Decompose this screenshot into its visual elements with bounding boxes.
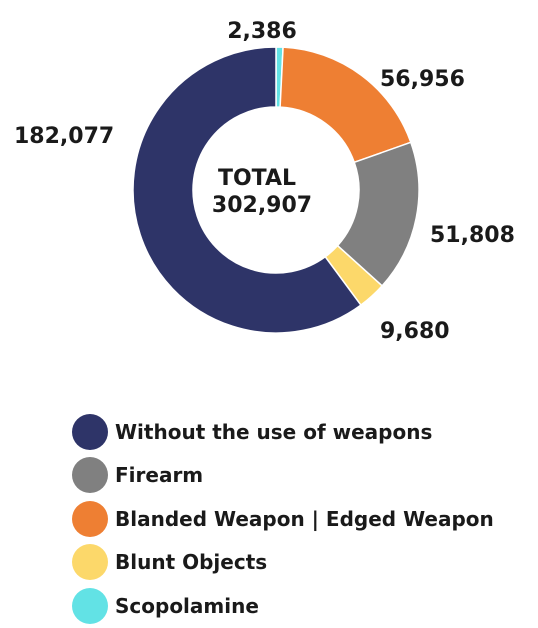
value-labels: 2,386 56,956 51,808 9,680 182,077 — [14, 19, 515, 344]
legend-label: Blunt Objects — [115, 550, 268, 575]
center-total-value: 302,907 — [212, 193, 312, 218]
value-label: 182,077 — [14, 124, 114, 149]
value-label: 51,808 — [430, 223, 515, 248]
donut-slice-without-the-use-of-weapons — [132, 46, 362, 334]
legend-swatch — [72, 587, 108, 624]
donut-slice-blanded-weapon-edged-weapon — [279, 46, 412, 164]
legend-label: Firearm — [115, 463, 204, 488]
value-label: 56,956 — [380, 67, 465, 92]
legend-item-without-weapons: Without the use of weapons — [72, 410, 494, 454]
legend-swatch — [72, 413, 108, 450]
legend-swatch — [72, 544, 108, 581]
legend: Without the use of weapons Firearm Bland… — [72, 410, 494, 628]
value-label: 2,386 — [227, 19, 297, 44]
donut-slices — [132, 46, 420, 334]
legend-label: Blanded Weapon | Edged Weapon — [115, 506, 494, 531]
legend-item-blunt-objects: Blunt Objects — [72, 541, 494, 585]
legend-swatch — [72, 500, 108, 537]
legend-item-edged-weapon: Blanded Weapon | Edged Weapon — [72, 497, 494, 541]
value-label: 9,680 — [380, 319, 450, 344]
legend-item-firearm: Firearm — [72, 454, 494, 498]
legend-item-scopolamine: Scopolamine — [72, 584, 494, 628]
legend-label: Scopolamine — [115, 593, 259, 618]
center-total-title: TOTAL — [218, 166, 296, 191]
donut-chart: 2,386 56,956 51,808 9,680 182,077 TOTAL 302,… — [14, 19, 515, 344]
legend-label: Without the use of weapons — [115, 419, 433, 444]
legend-swatch — [72, 457, 108, 494]
